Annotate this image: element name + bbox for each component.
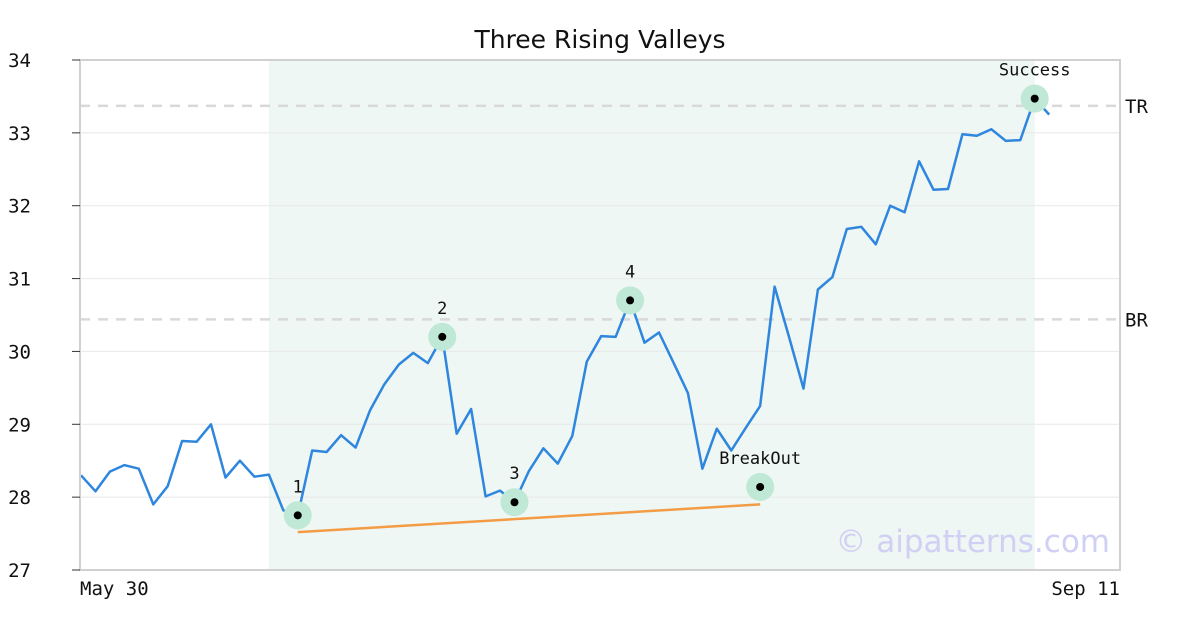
y-tick-label: 29 bbox=[8, 414, 31, 436]
point-label-3: 3 bbox=[509, 464, 519, 484]
chart-title: Three Rising Valleys bbox=[473, 25, 725, 54]
point-marker-4 bbox=[626, 296, 635, 305]
watermark: © aipatterns.com bbox=[835, 524, 1110, 560]
point-marker-1 bbox=[293, 511, 302, 520]
y-tick-label: 32 bbox=[8, 196, 31, 218]
x-tick-label: May 30 bbox=[80, 578, 149, 600]
support-line bbox=[297, 503, 761, 534]
point-label-success: Success bbox=[999, 61, 1071, 81]
support-layer bbox=[297, 503, 761, 534]
line-layer bbox=[80, 97, 1051, 517]
shade-layer bbox=[268, 60, 1035, 570]
level-label-br: BR bbox=[1125, 309, 1148, 331]
point-layer: 1 2 3 4 BreakOut Success bbox=[283, 61, 1071, 530]
plot-frame bbox=[79, 59, 1121, 571]
y-tick-label: 28 bbox=[8, 487, 31, 509]
level-layer: TR BR bbox=[80, 96, 1148, 331]
y-tick-label: 31 bbox=[8, 269, 31, 291]
pattern-region bbox=[268, 60, 1035, 570]
price-line bbox=[80, 97, 1051, 517]
y-tick-label: 34 bbox=[8, 50, 31, 72]
y-tick-label: 27 bbox=[8, 560, 31, 582]
point-marker-2 bbox=[438, 332, 447, 341]
level-label-tr: TR bbox=[1125, 96, 1148, 118]
x-tick-label: Sep 11 bbox=[1051, 578, 1120, 600]
point-label-2: 2 bbox=[437, 299, 447, 319]
point-marker-3 bbox=[510, 498, 519, 507]
point-marker-breakout bbox=[756, 482, 765, 491]
y-tick-label: 33 bbox=[8, 123, 31, 145]
point-label-4: 4 bbox=[625, 262, 635, 282]
grid-layer bbox=[80, 132, 1120, 498]
y-tick-label: 30 bbox=[8, 341, 31, 363]
point-label-breakout: BreakOut bbox=[719, 449, 801, 469]
point-label-1: 1 bbox=[293, 477, 303, 497]
point-marker-success bbox=[1030, 94, 1039, 103]
